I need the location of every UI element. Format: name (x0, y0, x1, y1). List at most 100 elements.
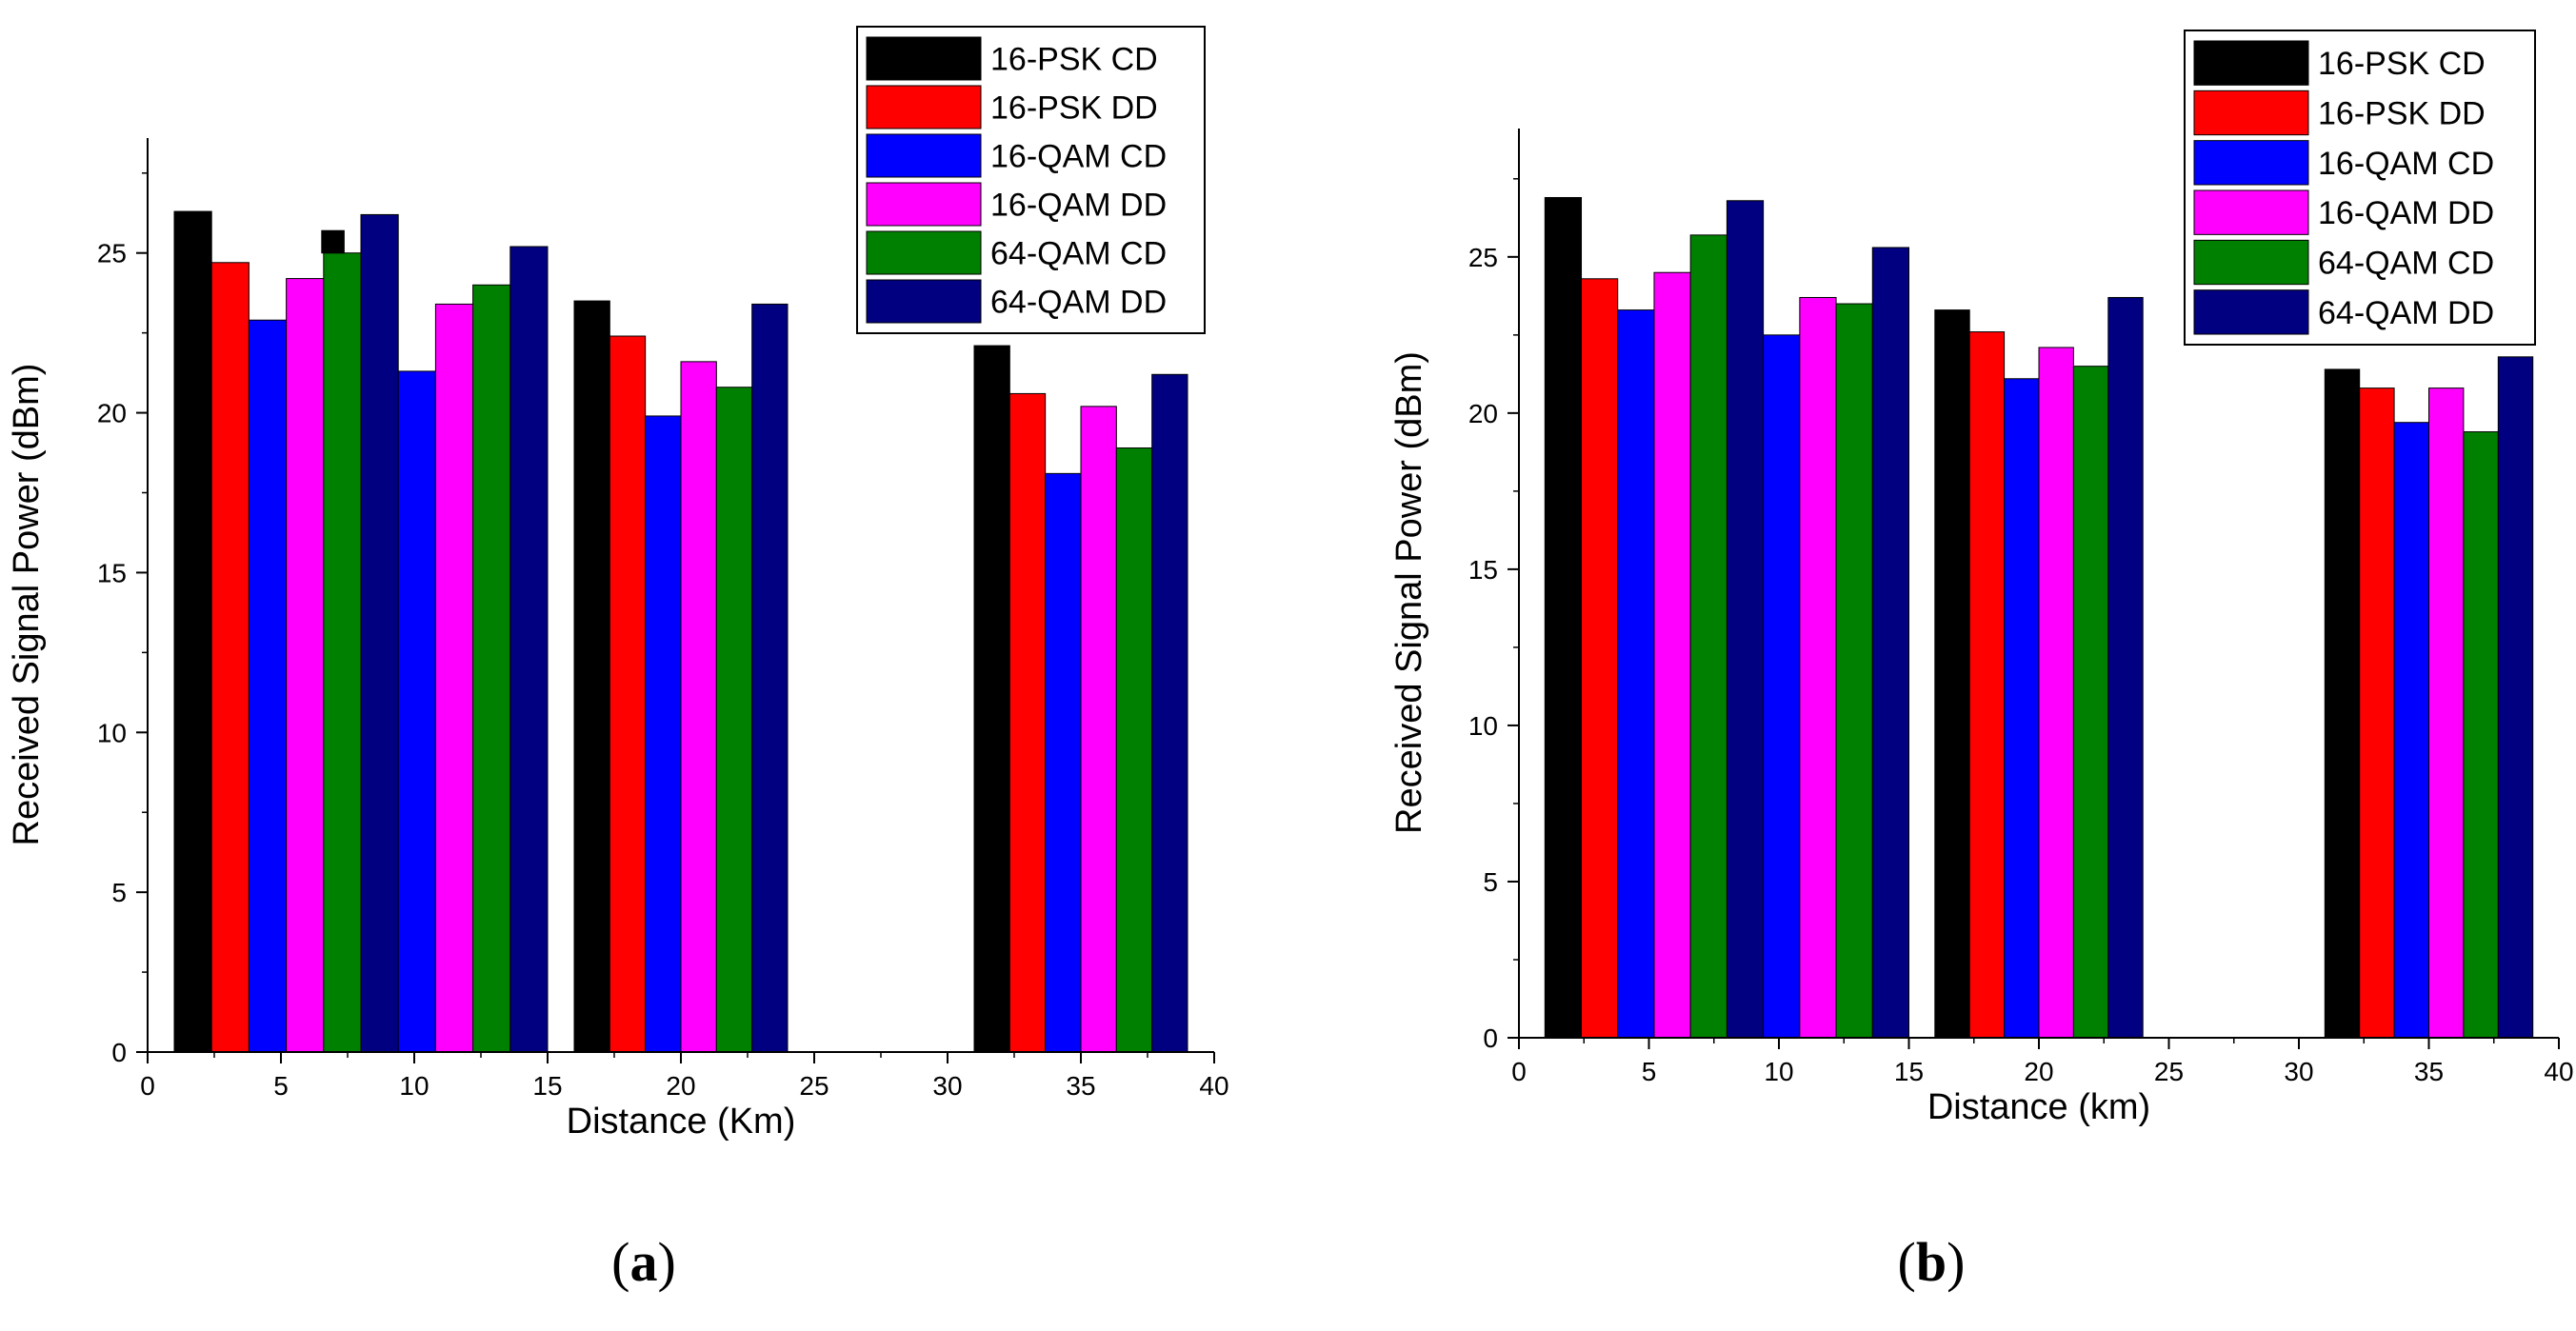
axes: 0 5 10 15 20 25 30 35 40 0 5 10 15 20 25 (1468, 129, 2574, 1086)
bar-16-qam-cd (397, 370, 436, 1053)
legend-label: 64-QAM CD (2318, 246, 2494, 282)
y-axis-title: Received Signal Power (dBm) (7, 364, 47, 846)
x-tick-label: 20 (666, 1071, 695, 1101)
bar-16-qam-cd (1045, 472, 1082, 1053)
bar-16-qam-dd (1080, 406, 1117, 1053)
x-tick-label: 10 (399, 1071, 429, 1101)
x-tick-label: 5 (1642, 1057, 1657, 1086)
legend-swatch (2193, 189, 2309, 235)
bar-16-qam-dd (1799, 296, 1837, 1039)
x-tick-label: 25 (2154, 1057, 2184, 1086)
legend-swatch (866, 182, 982, 227)
bar-16-qam-dd (434, 303, 474, 1053)
bar-16-qam-cd (645, 415, 682, 1053)
x-tick-label: 25 (799, 1071, 829, 1101)
bar-16-qam-cd (2393, 422, 2429, 1039)
legend-swatch (2193, 89, 2309, 136)
bar-16-qam-cd (248, 319, 288, 1053)
bar-64-qam-dd (509, 246, 549, 1053)
y-tick-label: 10 (97, 718, 127, 747)
x-tick-label: 20 (2024, 1057, 2053, 1086)
y-tick-label: 5 (1483, 867, 1498, 897)
bar-16-qam-cd (1617, 309, 1655, 1039)
panel-label-close: ) (658, 1231, 676, 1293)
x-tick-label: 40 (2544, 1057, 2573, 1086)
legend-label: 16-PSK DD (2318, 96, 2486, 132)
bar-16-qam-dd (2428, 387, 2465, 1039)
bar-16-psk-cd (1934, 309, 1970, 1039)
y-tick-label: 20 (1468, 399, 1498, 428)
bar-16-psk-cd (2324, 368, 2361, 1039)
bar-16-psk-dd (1008, 392, 1047, 1053)
panel-label-letter: b (1916, 1231, 1947, 1293)
bar-16-psk-cd (573, 300, 610, 1053)
legend-label: 16-PSK CD (2318, 46, 2486, 82)
legend-swatch (866, 85, 982, 129)
bar-16-psk-cd (1544, 196, 1583, 1039)
bar-16-qam-dd (2038, 347, 2074, 1039)
bar-16-psk-dd (210, 262, 250, 1053)
bar-16-qam-dd (286, 278, 325, 1053)
bar-64-qam-cd (1115, 447, 1153, 1053)
legend-label: 64-QAM DD (2318, 295, 2494, 331)
y-axis-title: Received Signal Power (dBm) (1389, 351, 1429, 834)
y-tick-label: 25 (97, 239, 127, 268)
y-tick-label: 0 (1483, 1023, 1498, 1053)
legend-label: 64-QAM CD (990, 236, 1167, 272)
legend-swatch (866, 279, 982, 324)
y-tick-label: 25 (1468, 243, 1498, 272)
x-tick-label: 0 (1511, 1057, 1527, 1086)
bar-64-qam-cd (2072, 366, 2109, 1039)
bar-64-qam-dd (1726, 200, 1765, 1039)
legend-swatch (2193, 289, 2309, 335)
bar-16-psk-cd (973, 345, 1010, 1053)
x-axis-title: Distance (km) (1927, 1087, 2150, 1127)
x-tick-label: 10 (1764, 1057, 1793, 1086)
x-axis-title: Distance (Km) (567, 1102, 796, 1142)
x-tick-label: 15 (1894, 1057, 1924, 1086)
legend-swatch (866, 230, 982, 275)
x-tick-label: 0 (140, 1071, 155, 1101)
bar-16-psk-dd (1968, 331, 2006, 1039)
y-tick-label: 15 (97, 558, 127, 587)
bar-16-psk-dd (2359, 387, 2395, 1039)
bar-64-qam-cd (1689, 234, 1727, 1039)
legend-label: 16-PSK DD (990, 90, 1158, 127)
bar-16-psk-dd (1581, 278, 1619, 1039)
x-tick-label: 30 (932, 1071, 962, 1101)
panel-label-open: ( (1898, 1231, 1916, 1293)
legend-label: 64-QAM DD (990, 285, 1167, 321)
legend-swatch (2193, 239, 2309, 286)
panel-label-close: ) (1947, 1231, 1965, 1293)
bar-16-qam-dd (680, 361, 717, 1053)
x-tick-label: 5 (273, 1071, 289, 1101)
legend-label: 16-QAM DD (2318, 195, 2494, 231)
y-tick-label: 20 (97, 399, 127, 428)
legend-label: 16-QAM CD (990, 139, 1167, 175)
y-tick-label: 10 (1468, 711, 1498, 741)
bar-64-qam-dd (2497, 356, 2534, 1039)
bar-64-qam-dd (360, 213, 399, 1053)
bar-16-qam-dd (1653, 271, 1691, 1039)
bar-64-qam-dd (751, 303, 789, 1053)
legend-swatch (2193, 40, 2309, 86)
legend-swatch (866, 36, 982, 81)
legend-swatch (2193, 140, 2309, 186)
axes: 0 5 10 15 20 25 30 35 40 0 5 10 15 20 25 (97, 138, 1229, 1101)
legend: 16-PSK CD 16-PSK DD 16-QAM CD 16-QAM DD 64-Q… (856, 26, 1206, 334)
bars-group (1544, 196, 2534, 1039)
x-tick-label: 15 (532, 1071, 562, 1101)
x-tick-label: 35 (2414, 1057, 2444, 1086)
bar-64-qam-cd (323, 252, 362, 1053)
legend-swatch (866, 133, 982, 178)
bars-group (173, 210, 1188, 1053)
x-tick-label: 40 (1199, 1071, 1228, 1101)
panel-label: (a) (611, 1231, 676, 1293)
legend-label: 16-PSK CD (990, 42, 1158, 78)
bar-64-qam-cd (472, 284, 511, 1053)
bar-16-psk-dd (609, 335, 647, 1053)
bar-64-qam-cd (1835, 303, 1873, 1039)
bar-64-qam-cd (2463, 431, 2499, 1039)
